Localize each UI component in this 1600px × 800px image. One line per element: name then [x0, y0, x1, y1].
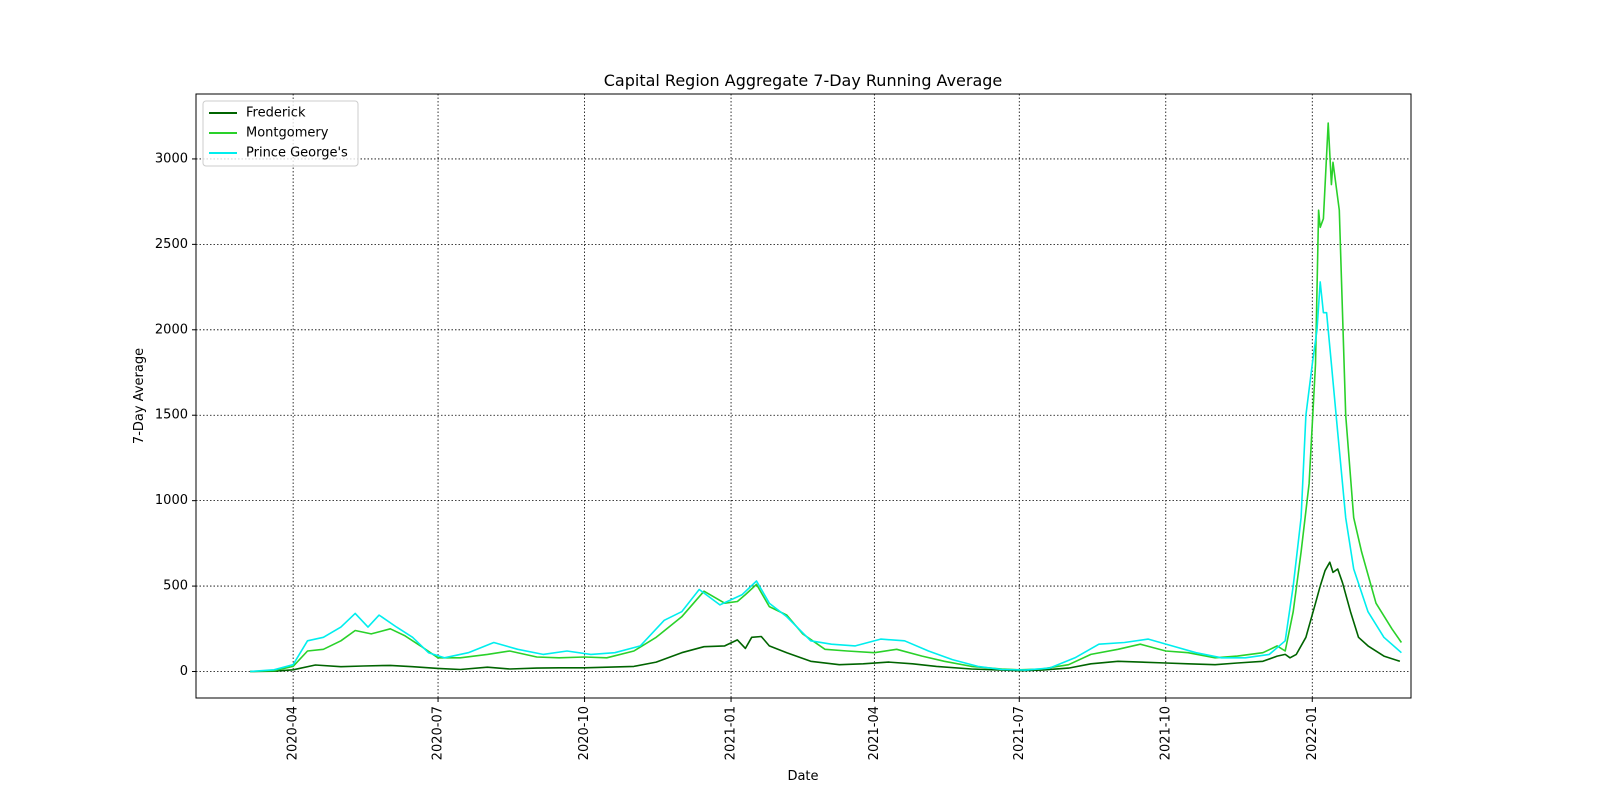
y-tick-label: 1500: [155, 408, 188, 423]
y-axis-ticks: 0 500 1000 1500 2000 2500 3000: [155, 151, 196, 679]
y-tick-label: 3000: [155, 151, 188, 166]
y-tick-label: 500: [163, 579, 188, 594]
x-tick-label: 2021-04: [867, 706, 882, 760]
x-axis-title: Date: [787, 769, 818, 784]
x-tick-label: 2020-07: [431, 706, 446, 760]
x-tick-label: 2020-04: [286, 706, 301, 760]
x-tick-label: 2022-01: [1305, 706, 1320, 760]
y-tick-label: 2500: [155, 237, 188, 252]
x-tick-label: 2021-01: [724, 706, 739, 760]
x-axis-ticks: 2020-04 2020-07 2020-10 2021-01 2021-04 2021-…: [286, 698, 1320, 760]
x-tick-label: 2021-10: [1158, 706, 1173, 760]
series-line-0: [250, 561, 1401, 673]
y-axis-title: 7-Day Average: [132, 348, 147, 444]
legend-box: [202, 100, 359, 167]
y-tick-label: 2000: [155, 322, 188, 337]
series-lines: [250, 122, 1403, 673]
series-line-2: [250, 281, 1402, 673]
y-tick-label: 1000: [155, 493, 188, 508]
y-tick-label: 0: [180, 664, 188, 679]
legend-label: Montgomery: [246, 126, 329, 141]
x-tick-label: 2020-10: [577, 706, 592, 760]
legend: Frederick Montgomery Prince George's: [202, 100, 359, 167]
legend-label: Frederick: [246, 106, 306, 121]
x-tick-label: 2021-07: [1012, 706, 1027, 760]
plot-frame: [195, 93, 1412, 699]
chart-title: Capital Region Aggregate 7-Day Running A…: [604, 71, 1003, 90]
grid: [196, 94, 1411, 698]
series-line-1: [250, 122, 1403, 673]
legend-label: Prince George's: [246, 146, 348, 161]
